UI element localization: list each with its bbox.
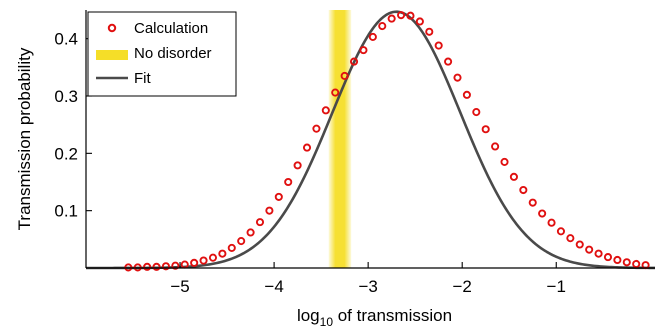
y-axis-title: Transmission probability	[15, 47, 34, 230]
y-tick-label: 0.1	[54, 202, 78, 221]
x-axis-title: log10 of transmission	[297, 306, 452, 328]
legend-swatch-no-disorder	[96, 50, 128, 60]
x-tick-label: −3	[358, 277, 377, 296]
x-axis-title-subscript: 10	[320, 315, 334, 328]
legend-label-calculation: Calculation	[134, 20, 208, 37]
x-axis-title-main: log	[297, 306, 320, 325]
legend-label-no-disorder: No disorder	[134, 45, 212, 62]
legend: Calculation No disorder Fit	[88, 12, 236, 96]
x-tick-label: −2	[453, 277, 472, 296]
x-tick-label: −1	[547, 277, 566, 296]
x-tick-label: −4	[264, 277, 283, 296]
x-tick-label: −5	[170, 277, 189, 296]
legend-label-fit: Fit	[134, 70, 151, 87]
y-tick-label: 0.2	[54, 144, 78, 163]
band-layer	[329, 10, 352, 268]
band-no-disorder	[329, 10, 352, 268]
x-axis-title-rest: of transmission	[333, 306, 452, 325]
y-tick-label: 0.3	[54, 87, 78, 106]
y-tick-label: 0.4	[54, 30, 78, 49]
